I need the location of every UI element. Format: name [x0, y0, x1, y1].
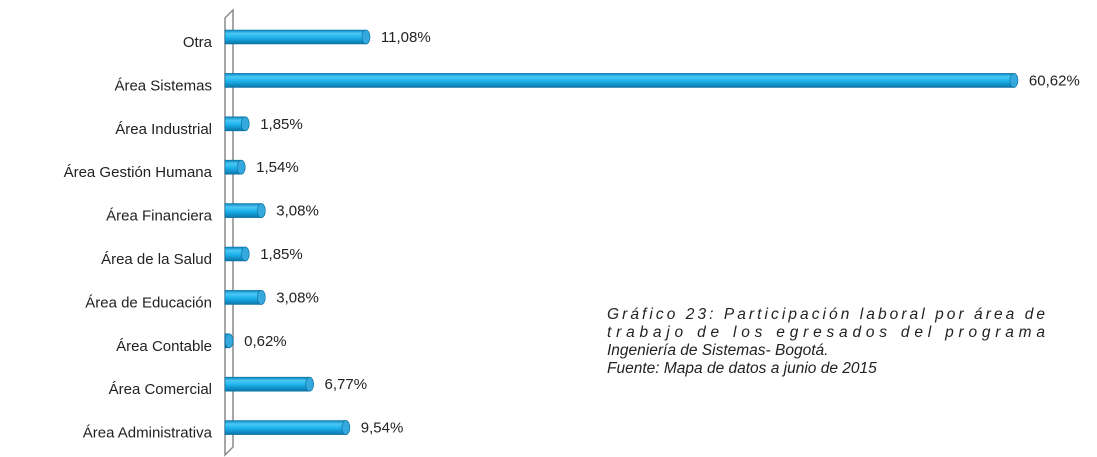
value-label: 3,08% — [276, 203, 319, 220]
value-label: 3,08% — [276, 289, 319, 306]
category-label: Área Contable — [116, 338, 212, 355]
bar-cap — [361, 29, 371, 45]
bar-cap — [256, 203, 266, 218]
bar-cap — [1009, 73, 1019, 88]
category-label: Área Comercial — [109, 381, 212, 398]
category-label: Área Sistemas — [114, 77, 212, 94]
category-label: Otra — [183, 34, 213, 51]
bar-cap — [224, 333, 234, 349]
value-label: 11,08% — [381, 29, 431, 46]
bar-cap — [256, 290, 266, 305]
caption-line: Ingeniería de Sistemas- Bogotá. — [607, 342, 828, 359]
bar-cap — [341, 420, 351, 435]
bar — [224, 29, 371, 45]
value-label: 6,77% — [325, 376, 368, 393]
value-label: 60,62% — [1029, 72, 1080, 89]
value-label: 9,54% — [361, 420, 404, 437]
axis-wall — [224, 8, 234, 457]
bar — [224, 73, 1019, 88]
category-label: Área Gestión Humana — [64, 164, 213, 181]
value-label: 0,62% — [244, 333, 287, 350]
value-label: 1,54% — [256, 159, 299, 176]
value-label: 1,85% — [260, 116, 303, 133]
category-label: Área Financiera — [106, 208, 213, 225]
category-label: Área Industrial — [115, 121, 212, 138]
bar-cap — [240, 246, 250, 262]
category-label: Área de la Salud — [101, 251, 212, 268]
bar — [224, 376, 314, 392]
value-label: 1,85% — [260, 246, 303, 263]
caption-line: trabajo de los egresados del programa — [607, 324, 1045, 341]
bar — [224, 420, 351, 435]
bar-cap — [305, 376, 314, 392]
category-label: Área Administrativa — [83, 425, 213, 442]
caption-line: Fuente: Mapa de datos a junio de 2015 — [607, 360, 877, 377]
caption-line: Gráfico 23: Participación laboral por ár… — [607, 306, 1045, 323]
bar-cap — [236, 159, 246, 175]
category-label: Área de Educación — [85, 294, 212, 311]
bar-cap — [240, 116, 250, 132]
